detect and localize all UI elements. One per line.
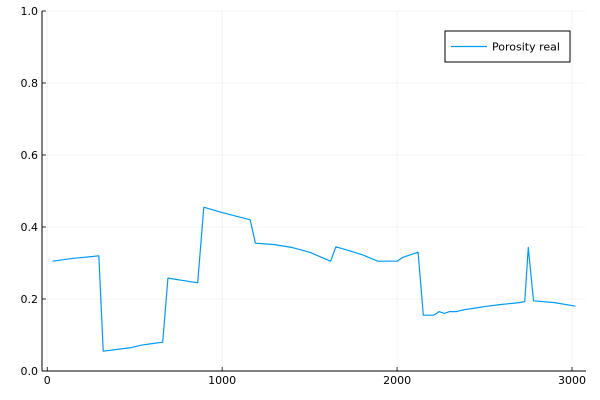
data-point xyxy=(344,249,345,250)
data-point xyxy=(554,302,555,303)
x-tick-label: 0 xyxy=(44,374,51,387)
y-tick-label: 0.6 xyxy=(21,149,39,162)
data-point xyxy=(402,257,403,258)
y-tick-label: 0.0 xyxy=(21,365,39,378)
data-point xyxy=(396,261,397,262)
data-point xyxy=(528,247,529,248)
data-point xyxy=(167,278,168,279)
data-point xyxy=(197,282,198,283)
y-tick-label: 0.8 xyxy=(21,77,39,90)
legend-label: Porosity real xyxy=(492,41,560,54)
data-point xyxy=(162,342,163,343)
data-point xyxy=(524,301,525,302)
tick-labels: 0 1000 2000 3000 0.0 0.2 0.4 0.6 0.8 1.0 xyxy=(21,5,587,387)
data-point xyxy=(575,306,576,307)
data-point xyxy=(255,243,256,244)
data-point xyxy=(103,351,104,352)
data-point xyxy=(423,315,424,316)
data-point xyxy=(98,255,99,256)
data-point xyxy=(203,207,204,208)
x-tick-label: 1000 xyxy=(208,374,236,387)
data-point xyxy=(449,311,450,312)
data-point xyxy=(519,302,520,303)
series-layer xyxy=(52,206,576,352)
legend: Porosity real xyxy=(444,30,571,63)
x-tick-label: 3000 xyxy=(558,374,586,387)
y-tick-label: 0.4 xyxy=(21,221,39,234)
data-point xyxy=(309,252,310,253)
data-point xyxy=(438,311,439,312)
x-tick-label: 2000 xyxy=(383,374,411,387)
data-point xyxy=(131,347,132,348)
data-point xyxy=(250,219,251,220)
grid xyxy=(42,10,586,372)
data-point xyxy=(484,306,485,307)
series-line-porosity-real xyxy=(52,206,576,352)
data-point xyxy=(417,252,418,253)
data-point xyxy=(475,307,476,308)
data-point xyxy=(501,304,502,305)
axes xyxy=(41,10,586,372)
data-point xyxy=(456,311,457,312)
data-point xyxy=(73,258,74,259)
data-point xyxy=(274,244,275,245)
y-tick-label: 0.2 xyxy=(21,293,39,306)
data-point xyxy=(444,313,445,314)
data-point xyxy=(533,300,534,301)
data-point xyxy=(377,261,378,262)
data-point xyxy=(141,344,142,345)
data-point xyxy=(52,261,53,262)
data-point xyxy=(92,256,93,257)
data-point xyxy=(117,349,118,350)
data-point xyxy=(362,254,363,255)
data-point xyxy=(433,315,434,316)
data-point xyxy=(335,246,336,247)
data-point xyxy=(463,309,464,310)
data-point xyxy=(330,261,331,262)
data-point xyxy=(292,247,293,248)
data-point xyxy=(222,212,223,213)
data-point xyxy=(152,343,153,344)
y-tick-label: 1.0 xyxy=(21,5,39,18)
